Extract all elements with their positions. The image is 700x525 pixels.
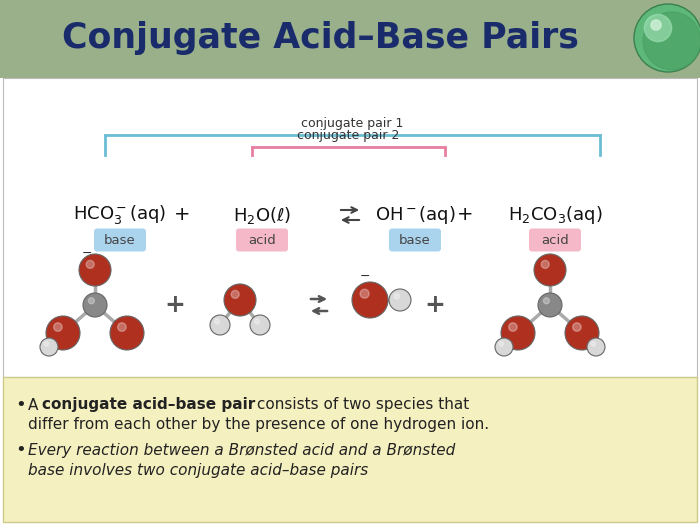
Text: Conjugate Acid–Base Pairs: Conjugate Acid–Base Pairs	[62, 21, 578, 55]
Circle shape	[565, 316, 599, 350]
Circle shape	[573, 323, 581, 331]
Circle shape	[79, 254, 111, 286]
Circle shape	[110, 316, 144, 350]
Text: base: base	[399, 234, 431, 247]
Text: +: +	[456, 205, 473, 225]
Circle shape	[538, 293, 562, 317]
Circle shape	[501, 316, 535, 350]
Circle shape	[587, 338, 605, 356]
Circle shape	[210, 315, 230, 335]
Text: •: •	[15, 441, 26, 459]
Circle shape	[255, 319, 260, 324]
Circle shape	[250, 315, 270, 335]
Circle shape	[352, 282, 388, 318]
Circle shape	[118, 323, 126, 331]
Circle shape	[591, 342, 596, 346]
Circle shape	[44, 342, 48, 346]
Text: H$_2$O($\ell$): H$_2$O($\ell$)	[233, 205, 291, 226]
FancyBboxPatch shape	[389, 228, 441, 251]
Circle shape	[360, 289, 369, 298]
Circle shape	[83, 293, 107, 317]
Circle shape	[495, 338, 513, 356]
Text: Every reaction between a Brønsted acid and a Brønsted: Every reaction between a Brønsted acid a…	[28, 443, 455, 457]
FancyBboxPatch shape	[236, 228, 288, 251]
Text: acid: acid	[248, 234, 276, 247]
Circle shape	[389, 289, 411, 311]
Bar	[3, 78, 697, 377]
Text: conjugate pair 1: conjugate pair 1	[301, 117, 404, 130]
Circle shape	[643, 12, 700, 70]
Circle shape	[54, 323, 62, 331]
Text: −: −	[360, 270, 370, 283]
Circle shape	[214, 319, 220, 324]
Text: −: −	[82, 247, 92, 259]
Text: •: •	[15, 396, 26, 414]
Circle shape	[499, 342, 503, 346]
Text: conjugate acid–base pair: conjugate acid–base pair	[42, 397, 256, 413]
Bar	[0, 0, 700, 78]
Circle shape	[534, 254, 566, 286]
Circle shape	[88, 298, 95, 304]
Circle shape	[651, 20, 661, 30]
Circle shape	[509, 323, 517, 331]
Text: base involves two conjugate acid–base pairs: base involves two conjugate acid–base pa…	[28, 463, 368, 478]
Circle shape	[543, 298, 550, 304]
FancyBboxPatch shape	[529, 228, 581, 251]
Bar	[3, 377, 697, 522]
Circle shape	[86, 260, 94, 268]
Text: H$_2$CO$_3$(aq): H$_2$CO$_3$(aq)	[508, 204, 602, 226]
Text: A: A	[28, 397, 43, 413]
Text: differ from each other by the presence of one hydrogen ion.: differ from each other by the presence o…	[28, 417, 489, 433]
Text: +: +	[164, 293, 186, 317]
Circle shape	[645, 14, 671, 41]
Circle shape	[541, 260, 550, 268]
Circle shape	[394, 293, 400, 299]
Text: +: +	[425, 293, 445, 317]
FancyBboxPatch shape	[94, 228, 146, 251]
Circle shape	[224, 284, 256, 316]
Text: HCO$_3^-$(aq): HCO$_3^-$(aq)	[74, 204, 167, 226]
Text: acid: acid	[541, 234, 569, 247]
Text: conjugate pair 2: conjugate pair 2	[298, 129, 400, 142]
Text: consists of two species that: consists of two species that	[252, 397, 469, 413]
Circle shape	[40, 338, 58, 356]
Circle shape	[634, 4, 700, 72]
Text: +: +	[174, 205, 190, 225]
Text: OH$^-$(aq): OH$^-$(aq)	[374, 204, 456, 226]
Circle shape	[231, 290, 239, 298]
Circle shape	[46, 316, 80, 350]
Text: base: base	[104, 234, 136, 247]
